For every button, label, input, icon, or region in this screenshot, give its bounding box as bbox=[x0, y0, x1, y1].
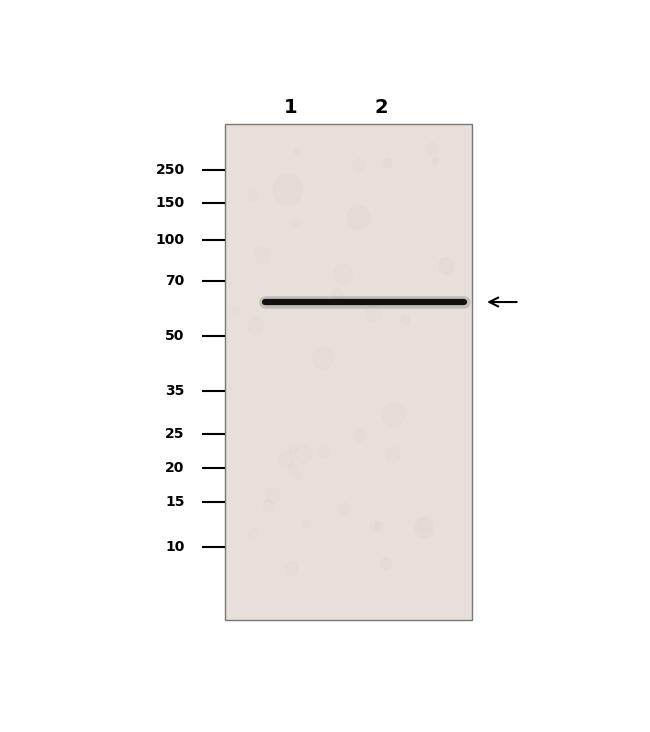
Text: 15: 15 bbox=[165, 495, 185, 509]
Text: 1: 1 bbox=[283, 98, 297, 117]
Bar bbox=[225, 124, 472, 621]
Text: 2: 2 bbox=[374, 98, 388, 117]
Text: 50: 50 bbox=[165, 329, 185, 343]
Text: 10: 10 bbox=[165, 540, 185, 554]
Text: 35: 35 bbox=[165, 384, 185, 398]
Text: 20: 20 bbox=[165, 461, 185, 475]
Text: 150: 150 bbox=[155, 196, 185, 210]
Circle shape bbox=[415, 518, 433, 537]
Text: 250: 250 bbox=[155, 163, 185, 176]
Text: 100: 100 bbox=[155, 233, 185, 247]
Text: 70: 70 bbox=[165, 274, 185, 288]
Circle shape bbox=[274, 173, 302, 205]
Text: 25: 25 bbox=[165, 427, 185, 441]
Circle shape bbox=[347, 205, 369, 230]
